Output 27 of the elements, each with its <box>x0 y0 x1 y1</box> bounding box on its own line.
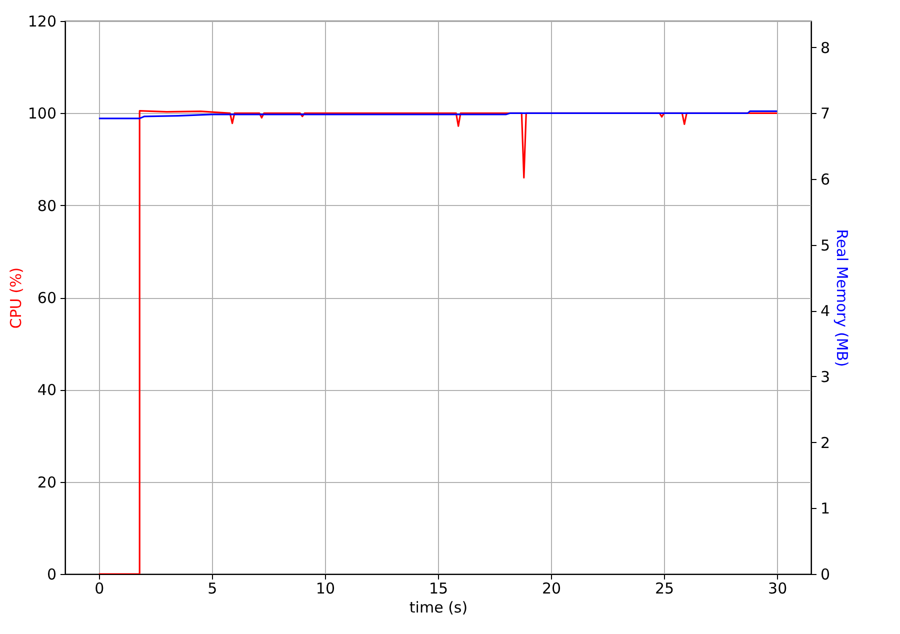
x-tick-label: 15 <box>428 580 448 598</box>
y2-tick-label: 7 <box>820 104 830 123</box>
y2-tick-label: 4 <box>820 302 830 320</box>
y-tick-label: 0 <box>46 566 56 584</box>
y2-tick-label: 2 <box>820 434 830 452</box>
x-tick-label: 30 <box>768 580 788 598</box>
y2-tick-label: 0 <box>820 566 830 584</box>
x-tick-label: 0 <box>94 580 104 598</box>
y2-tick-label: 5 <box>820 236 830 254</box>
y-tick-label: 60 <box>37 289 56 307</box>
line-series <box>98 110 778 120</box>
x-axis-title: time (s) <box>409 598 468 616</box>
y-tick-label: 20 <box>37 473 56 492</box>
y-tick-label: 40 <box>37 381 56 400</box>
y2-axis-title: Real Memory (MB) <box>833 229 852 367</box>
x-tick-label: 5 <box>208 580 218 598</box>
y-tick-label: 120 <box>28 12 56 30</box>
x-tick-label: 25 <box>655 580 674 598</box>
y2-tick-label: 1 <box>820 500 830 518</box>
x-tick-label: 10 <box>316 580 336 598</box>
y-axis-title: CPU (%) <box>6 267 25 329</box>
y2-tick-label: 8 <box>820 38 830 57</box>
y-tick-label: 80 <box>37 196 56 215</box>
y-tick-label: 100 <box>28 104 56 123</box>
x-tick-label: 20 <box>542 580 562 598</box>
y2-tick-label: 6 <box>820 170 830 188</box>
y2-tick-label: 3 <box>820 368 830 386</box>
